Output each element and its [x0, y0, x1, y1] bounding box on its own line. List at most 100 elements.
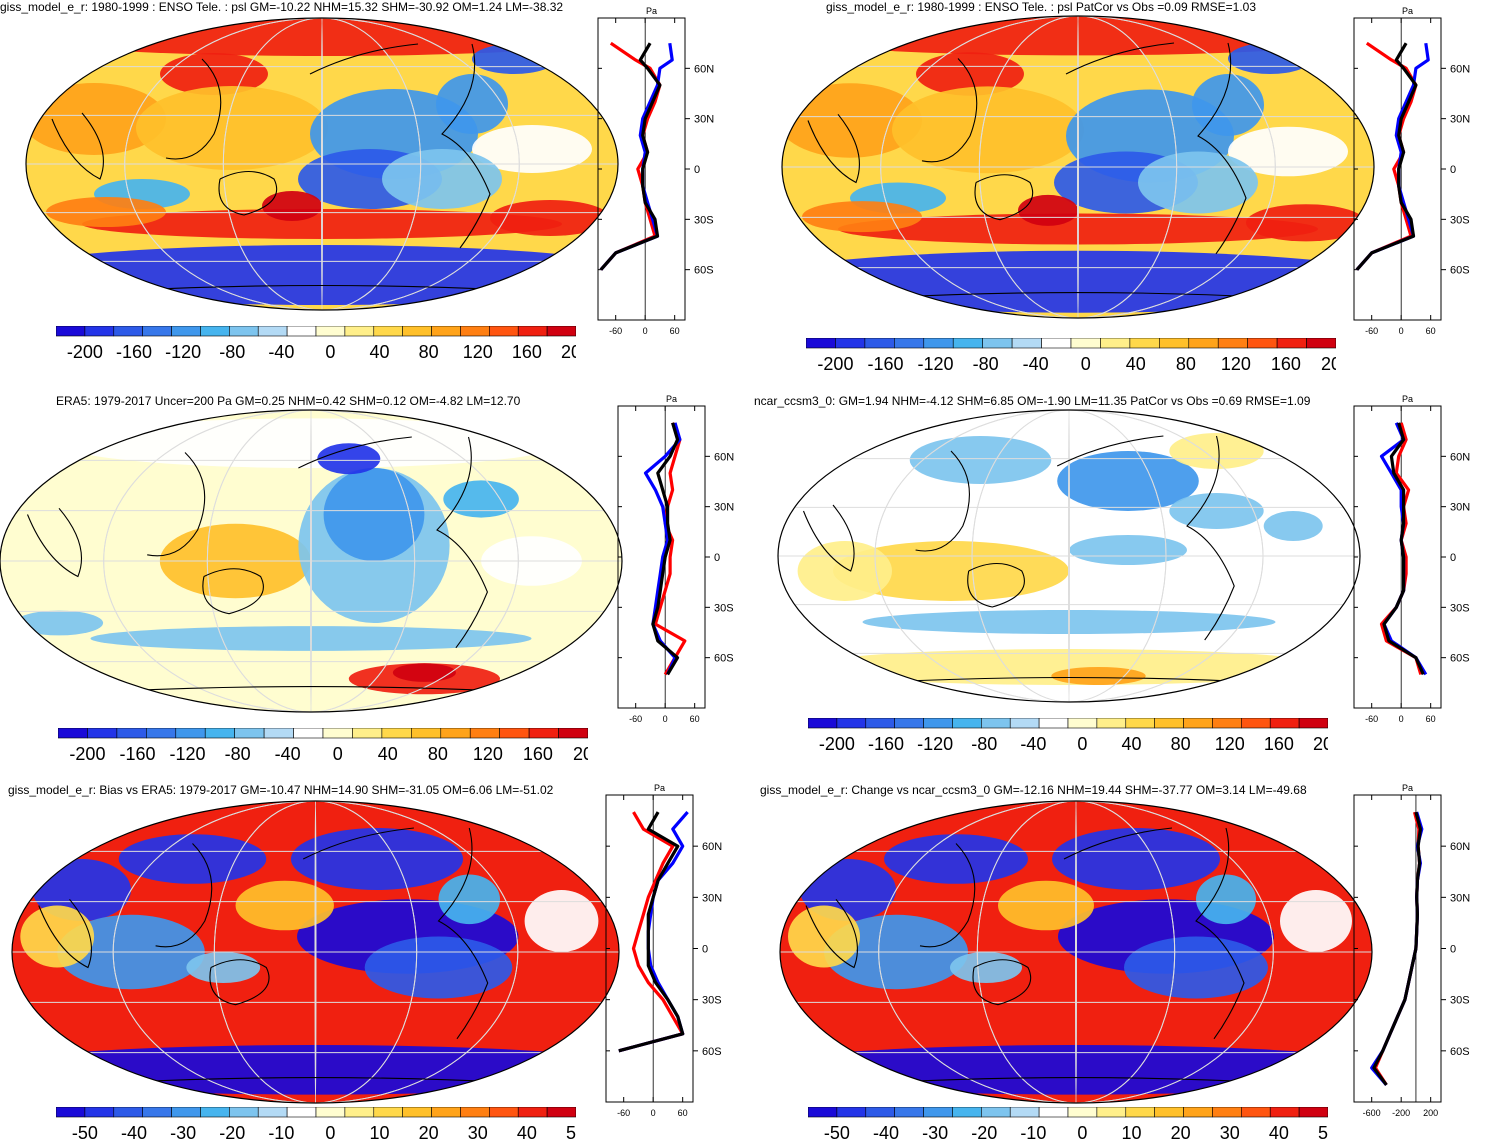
profile-y-tick-label: 60N — [694, 63, 714, 75]
colorbar-tick-label: 160 — [1264, 734, 1294, 754]
coastline — [218, 170, 278, 216]
colorbar-tick-label: -10 — [1020, 1123, 1046, 1143]
colorbar-swatch — [489, 326, 519, 337]
profile-line-model — [599, 41, 662, 271]
profile-x-tick-label: 60 — [1426, 714, 1436, 724]
colorbar-tick-label: 0 — [325, 342, 335, 362]
colorbar-swatch — [1038, 718, 1069, 729]
graticule-longitude — [1075, 801, 1077, 1103]
colorbar-swatch — [1298, 1107, 1328, 1118]
profile-x-tick-label: 200 — [1423, 1108, 1438, 1118]
colorbar-tick-label: 50 — [566, 1123, 576, 1143]
colorbar-tick-label: -160 — [119, 744, 155, 764]
coastline — [165, 58, 222, 160]
graticule-longitude — [1077, 16, 1079, 318]
profile-x-tick-label: 0 — [1399, 326, 1404, 336]
colorbar-tick-label: -40 — [1023, 354, 1049, 374]
colorbar-tick-label: 40 — [378, 744, 398, 764]
colorbar-tick-label: -120 — [917, 734, 953, 754]
colorbar-swatch — [1247, 338, 1278, 349]
colorbar-swatch — [1183, 718, 1213, 729]
colorbar-swatch — [865, 718, 895, 729]
colorbar-swatch — [293, 728, 324, 739]
profile-x-tick-label: -60 — [609, 326, 622, 336]
colorbar-swatch — [402, 326, 432, 337]
panel-2-colorbar: -200 -160 -120 -80 -40 0 40 80 120 160 200 — [806, 338, 1336, 374]
panel-5: giss_model_e_r: Bias vs ERA5: 1979-2017 … — [0, 775, 746, 1147]
profile-unit-label: Pa — [654, 783, 665, 793]
panel-3-colorbar: -200 -160 -120 -80 -40 0 40 80 120 160 200 — [58, 728, 588, 764]
colorbar-swatch — [1298, 718, 1328, 729]
colorbar-swatch — [952, 1107, 982, 1118]
field-region — [998, 880, 1094, 931]
field-region — [797, 541, 892, 601]
profile-line-mean — [1355, 42, 1418, 271]
colorbar-swatch — [982, 338, 1013, 349]
colorbar-swatch — [489, 1107, 519, 1118]
colorbar-tick-label: 20 — [419, 1123, 439, 1143]
colorbar-tick-label: 0 — [1081, 354, 1091, 374]
colorbar-tick-label: 40 — [1122, 734, 1142, 754]
coastline — [51, 112, 104, 180]
graticule-longitude — [321, 18, 323, 310]
colorbar-tick-label: 30 — [468, 1123, 488, 1143]
colorbar-swatch — [58, 728, 88, 739]
panel-2-title: giss_model_e_r: 1980-1999 : ENSO Tele. :… — [826, 0, 1257, 14]
colorbar-swatch — [1241, 718, 1271, 729]
graticule-longitude — [124, 18, 520, 310]
profile-line-model — [1373, 811, 1422, 1086]
field-region — [1124, 936, 1268, 999]
coastline — [1186, 435, 1235, 641]
colorbar-swatch — [1067, 718, 1098, 729]
panel-6: giss_model_e_r: Change vs ncar_ccsm3_0 G… — [746, 775, 1493, 1147]
graticule-longitude — [971, 410, 1167, 702]
profile-x-tick-label: 0 — [1399, 714, 1404, 724]
colorbar-swatch — [864, 338, 895, 349]
profile-y-tick-label: 60S — [1450, 1046, 1470, 1058]
colorbar-tick-label: 120 — [463, 342, 493, 362]
profile-y-tick-label: 60N — [1450, 841, 1470, 853]
colorbar-swatch — [469, 728, 500, 739]
colorbar-tick-label: 160 — [523, 744, 553, 764]
panel-3-zonal-profile: Pa -60 0 60 60N 30N 0 30S 60S — [617, 394, 734, 724]
colorbar-tick-label: 200 — [1321, 354, 1336, 374]
colorbar-tick-label: -80 — [225, 744, 251, 764]
colorbar-swatch — [923, 1107, 953, 1118]
field-region — [950, 952, 1022, 983]
graticule-longitude — [878, 801, 1274, 1103]
colorbar-tick-label: -30 — [922, 1123, 948, 1143]
profile-line-obs — [1355, 42, 1430, 271]
colorbar-tick-label: -200 — [69, 744, 105, 764]
colorbar-swatch — [546, 1107, 576, 1118]
colorbar-tick-label: -80 — [971, 734, 997, 754]
colorbar-swatch — [344, 1107, 375, 1118]
coastline — [309, 43, 419, 75]
colorbar-tick-label: -160 — [868, 734, 904, 754]
profile-x-tick-label: -60 — [1365, 714, 1378, 724]
profile-y-tick-label: 30N — [1450, 502, 1470, 514]
colorbar-swatch — [204, 728, 235, 739]
colorbar-swatch — [402, 1107, 432, 1118]
colorbar-tick-label: 120 — [1221, 354, 1251, 374]
panel-1-colorbar: -200 -160 -120 -80 -40 0 40 80 120 160 200 — [56, 326, 576, 362]
profile-y-tick-label: 60N — [702, 841, 722, 853]
profile-y-tick-label: 60S — [714, 653, 734, 665]
colorbar-swatch — [113, 1107, 143, 1118]
field-region — [892, 86, 1084, 174]
colorbar-tick-label: 10 — [1122, 1123, 1142, 1143]
coastline — [441, 43, 491, 249]
coastline — [921, 58, 978, 163]
colorbar-tick-label: 200 — [573, 744, 588, 764]
colorbar-tick-label: -40 — [275, 744, 301, 764]
profile-frame — [1353, 794, 1442, 1103]
colorbar-tick-label: -40 — [1020, 734, 1046, 754]
field-region — [136, 86, 328, 170]
field-region — [1280, 890, 1352, 952]
profile-x-tick-label: 60 — [678, 1108, 688, 1118]
colorbar-swatch — [894, 1107, 924, 1118]
colorbar-tick-label: 80 — [419, 342, 439, 362]
field-region — [1228, 43, 1312, 74]
colorbar-swatch — [1041, 338, 1072, 349]
colorbar-tick-label: -10 — [268, 1123, 294, 1143]
coastline — [437, 827, 489, 1040]
